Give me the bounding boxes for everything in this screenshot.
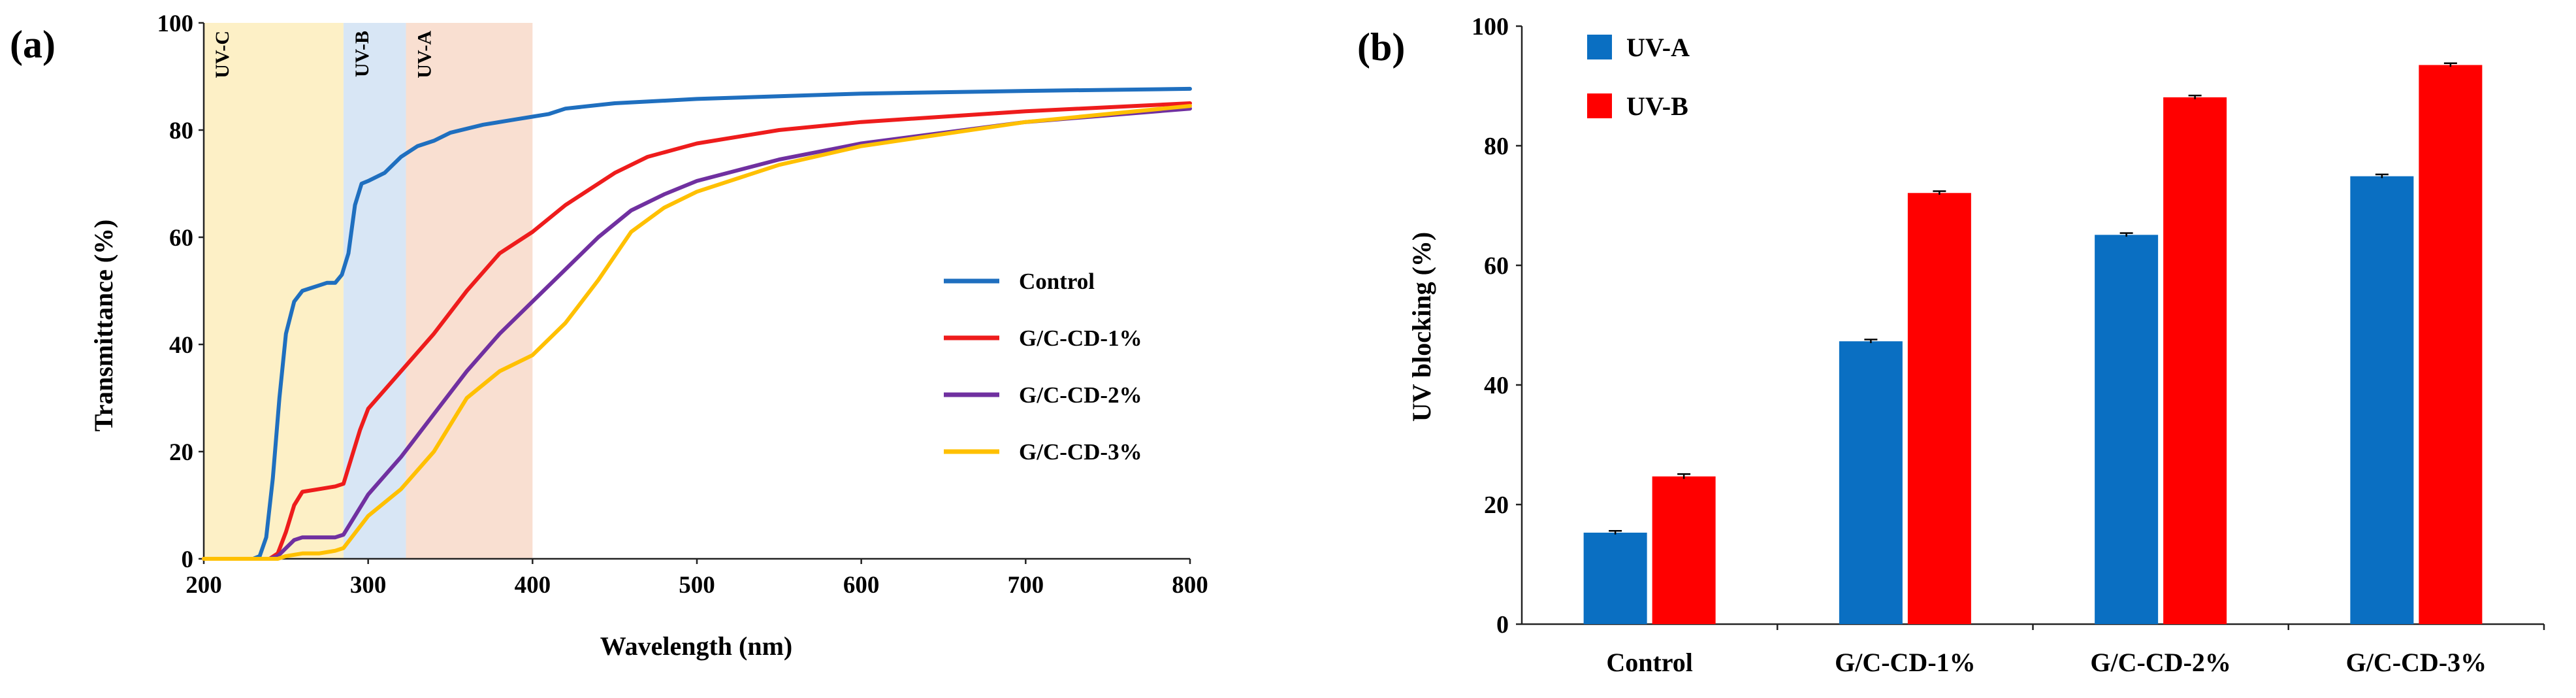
legend-label-3: G/C-CD-3% [1019, 439, 1142, 465]
uv-blocking-bars [1583, 62, 2483, 625]
y-tick-label: 40 [169, 332, 193, 359]
bar-uv-a-2 [2095, 235, 2159, 625]
bar-uv-a-3 [2350, 176, 2414, 624]
region-label-uv-b: UV-B [351, 31, 373, 77]
legend-label-uv-b: UV-B [1626, 91, 1688, 121]
series-line-0 [202, 86, 1192, 561]
y-tick-label: 20 [169, 439, 193, 466]
y-tick-label: 40 [1484, 372, 1509, 399]
y-tick-label: 100 [157, 10, 194, 37]
category-label: G/C-CD-2% [2090, 648, 2231, 677]
panel-b-label: (b) [1357, 25, 1405, 69]
panel-a-x-axis-label: Wavelength (nm) [600, 631, 792, 661]
panel-b-axes: 0 20 40 60 80 100 Control G/C-CD-1% G/C-CD-2% G/C… [1472, 13, 2545, 677]
bar-uv-b-0 [1652, 476, 1716, 624]
panel-b-bar-chart: (b) 0 20 40 60 80 100 Control G/C-CD-1% G/C-CD-2… [1357, 13, 2545, 677]
bar-uv-a-0 [1583, 533, 1647, 624]
region-label-uv-c: UV-C [212, 31, 233, 78]
legend-label-0: Control [1019, 269, 1095, 294]
legend-label-1: G/C-CD-1% [1019, 325, 1142, 351]
legend-label-uv-a: UV-A [1626, 33, 1690, 62]
series-line-3 [202, 104, 1192, 561]
panel-b-legend: UV-A UV-B [1587, 33, 1690, 121]
x-tick-label: 800 [1172, 572, 1208, 599]
y-tick-label: 100 [1472, 13, 1509, 41]
bar-uv-a-1 [1839, 341, 1903, 624]
y-tick-label: 60 [1484, 252, 1509, 280]
bar-uv-b-1 [1907, 193, 1971, 624]
y-tick-label: 20 [1484, 491, 1509, 519]
category-label: G/C-CD-3% [2346, 648, 2487, 677]
y-tick-label: 60 [169, 225, 193, 252]
x-tick-label: 200 [185, 572, 222, 599]
y-tick-label: 80 [169, 118, 193, 144]
legend-swatch-uv-b [1587, 93, 1612, 118]
panel-a-legend: Control G/C-CD-1% G/C-CD-2% G/C-CD-3% [944, 269, 1142, 465]
legend-label-2: G/C-CD-2% [1019, 382, 1142, 408]
region-band-uv-b [343, 23, 406, 559]
y-tick-label: 80 [1484, 133, 1509, 160]
x-tick-label: 600 [843, 572, 880, 599]
panel-a-axes: 0 20 40 60 80 100 200 300 400 500 600 700 800 [157, 10, 1208, 599]
series-line-2 [202, 107, 1192, 561]
transmittance-lines [202, 86, 1192, 561]
bar-uv-b-2 [2163, 97, 2227, 624]
region-label-uv-a: UV-A [414, 31, 436, 78]
category-label: Control [1606, 648, 1693, 677]
legend-swatch-uv-a [1587, 35, 1612, 59]
panel-a-label: (a) [10, 23, 56, 66]
panel-b-y-axis-label: UV blocking (%) [1407, 232, 1436, 422]
y-tick-label: 0 [182, 546, 194, 573]
bar-uv-b-3 [2419, 65, 2483, 625]
panel-a-line-chart: (a) UV-C UV-B UV-A 0 20 40 60 80 100 200 300 400 50… [10, 10, 1208, 661]
x-tick-label: 300 [350, 572, 387, 599]
x-tick-label: 500 [679, 572, 715, 599]
panel-a-y-axis-label: Transmittance (%) [89, 220, 118, 432]
wavelength-regions: UV-C UV-B UV-A [204, 23, 533, 559]
x-tick-label: 400 [515, 572, 551, 599]
x-tick-label: 700 [1008, 572, 1044, 599]
series-line-1 [202, 101, 1192, 561]
y-tick-label: 0 [1496, 611, 1509, 639]
category-label: G/C-CD-1% [1835, 648, 1976, 677]
